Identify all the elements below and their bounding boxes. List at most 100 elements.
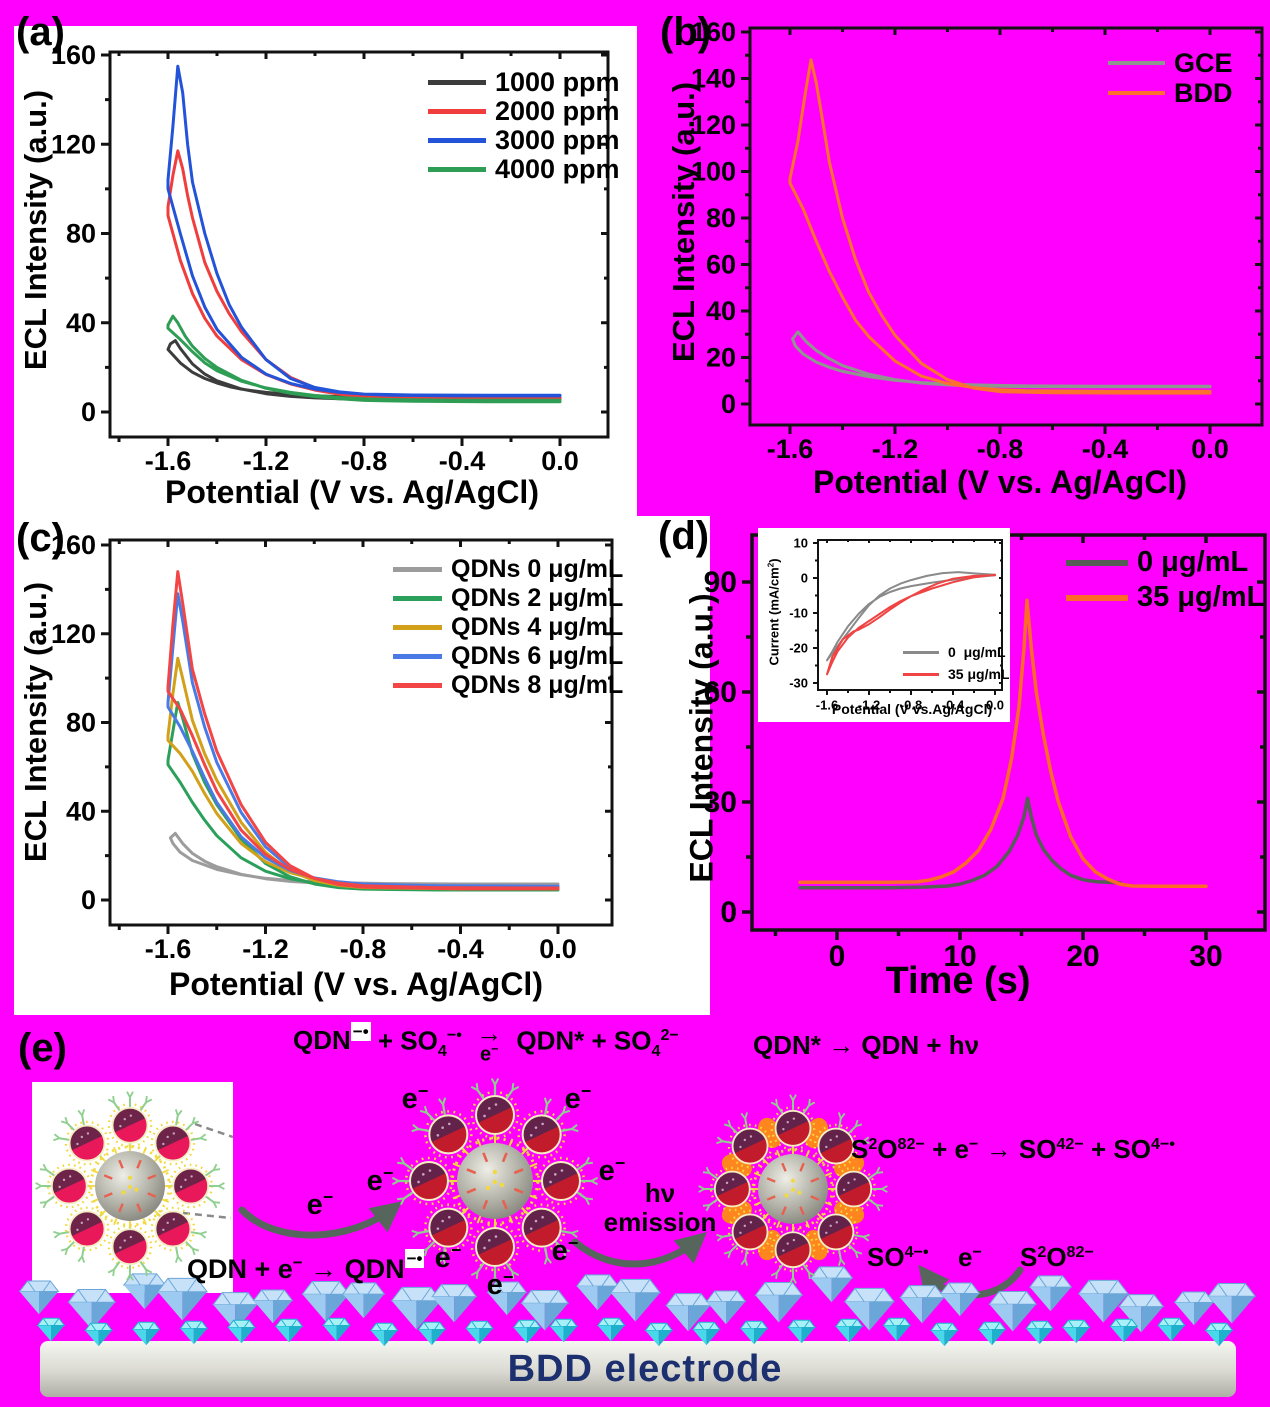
tick-label: -0.4 xyxy=(437,934,484,964)
legend-swatch xyxy=(1066,594,1128,601)
radical-anion-badge: −• xyxy=(404,1249,425,1268)
diamond xyxy=(705,1290,747,1325)
plot-border xyxy=(748,26,1264,427)
legend-row: 0 μg/mL xyxy=(903,641,1009,663)
tick-label: 160 xyxy=(51,530,96,560)
panel-b-ylabel: ECL Intensity (a.u.) xyxy=(666,81,701,363)
diamond xyxy=(882,1317,912,1342)
diamond xyxy=(226,1319,256,1344)
tick-label: 0 xyxy=(720,896,737,929)
panel-e-label: (e) xyxy=(18,1026,67,1070)
tick-label: -0.8 xyxy=(900,698,922,713)
tick-label: -1.6 xyxy=(767,434,814,464)
tick-label: -1.6 xyxy=(816,698,838,713)
reaction-qdn-so4: QDN −• + SO4−• → e− QDN* + SO42− xyxy=(293,1018,679,1068)
legend-row: 1000 ppm xyxy=(428,68,620,97)
electron-label: e− xyxy=(486,1267,514,1301)
panel-d-inset-plot: -1.6 -1.2 -0.8 -0.4 0.0 10 0 -10 -20 -30 xyxy=(789,535,1004,713)
tick-label: 60 xyxy=(706,250,736,280)
diamond xyxy=(739,1320,769,1345)
legend-label: 4000 ppm xyxy=(495,154,620,184)
mechanism-scene xyxy=(18,1077,1257,1397)
series-line xyxy=(791,330,1212,389)
series-line xyxy=(166,314,562,404)
panel-a-ylabel: ECL Intensity (a.u.) xyxy=(18,89,53,371)
tick-label: 0 xyxy=(829,940,846,973)
panel-a-legend: 1000 ppm 2000 ppm 3000 ppm 4000 ppm xyxy=(428,68,620,184)
diamond xyxy=(512,1319,542,1344)
tick-label: -30 xyxy=(789,675,808,690)
tick-label: -1.6 xyxy=(145,934,192,964)
panel-d-legend: 0 μg/mL 35 μg/mL xyxy=(1066,545,1264,615)
emission-text: emission xyxy=(603,1207,717,1238)
panel-a-label: (a) xyxy=(16,10,65,54)
panel-a-plot: -1.6 -1.2 -0.8 -0.4 0.0 0 40 80 120 160 xyxy=(51,40,610,476)
inset-legend: 0 μg/mL 35 μg/mL xyxy=(903,641,1009,685)
tick-label: 10 xyxy=(794,535,808,550)
diamond xyxy=(212,1292,259,1331)
tick-label: -20 xyxy=(789,640,808,655)
diamond xyxy=(156,1277,209,1321)
panel-c-legend: QDNs 0 μg/mL QDNs 2 μg/mL QDNs 4 μg/mL QDNs… xyxy=(393,555,623,700)
diamond xyxy=(18,1280,60,1315)
tick-label: -1.6 xyxy=(145,446,192,476)
zoom-dashed-line xyxy=(194,1122,234,1139)
tick-label: -0.4 xyxy=(1082,434,1129,464)
hv-emission-label: hν emission xyxy=(603,1178,717,1238)
series-line xyxy=(166,656,560,891)
inset-xlabel: Potential (V vs.Ag/AgCl) xyxy=(831,701,993,717)
electron-label: e− xyxy=(366,1163,394,1197)
hv-text: hν xyxy=(644,1178,676,1208)
diamond xyxy=(834,1318,864,1343)
diamond xyxy=(464,1320,494,1345)
diamond xyxy=(390,1286,443,1330)
panel-a-background xyxy=(14,26,637,516)
tick-label: 0.0 xyxy=(986,698,1004,713)
tick-label: 140 xyxy=(691,64,736,94)
panel-c-label: (c) xyxy=(16,516,65,560)
legend-row: QDNs 8 μg/mL xyxy=(393,671,623,700)
tick-label: 0 xyxy=(81,885,96,915)
diamond xyxy=(1077,1279,1130,1323)
tick-label: 40 xyxy=(66,308,96,338)
diamond xyxy=(1061,1319,1091,1344)
tick-label: 0.0 xyxy=(539,934,577,964)
diamond xyxy=(1156,1317,1186,1342)
series-line xyxy=(826,571,996,662)
diamond xyxy=(274,1318,304,1343)
legend-label: 0 μg/mL xyxy=(1137,546,1249,578)
electron-label: e− xyxy=(306,1187,334,1221)
series-line xyxy=(788,58,1212,395)
tick-label: 160 xyxy=(51,40,96,70)
legend-swatch xyxy=(428,167,486,172)
legend-swatch xyxy=(393,596,442,601)
plot-border xyxy=(108,538,614,927)
tick-label: -0.4 xyxy=(942,698,965,713)
tick-label: 60 xyxy=(704,676,737,709)
series-line xyxy=(166,339,562,401)
legend-swatch xyxy=(428,138,486,143)
legend-swatch xyxy=(1066,559,1128,566)
tick-label: 30 xyxy=(704,786,737,819)
tick-label: -0.8 xyxy=(341,446,388,476)
tick-label: 0 xyxy=(721,389,736,419)
reaction-emission: QDN* → QDN + hν xyxy=(753,1030,980,1060)
tick-label: -1.2 xyxy=(243,446,290,476)
panel-c-xlabel: Potential (V vs. Ag/AgCl) xyxy=(169,966,543,1002)
tick-label: -0.8 xyxy=(977,434,1024,464)
diamond xyxy=(939,1282,981,1317)
diamond xyxy=(36,1317,66,1342)
legend-row: GCE xyxy=(1108,48,1233,78)
reaction-arrow: → xyxy=(476,1018,503,1048)
panel-b-legend: GCE BDD xyxy=(1108,48,1233,108)
tick-label: -1.2 xyxy=(872,434,919,464)
legend-label: 2000 ppm xyxy=(495,96,620,126)
legend-row: QDNs 6 μg/mL xyxy=(393,642,623,671)
tick-label: 40 xyxy=(66,796,96,826)
tick-label: -0.8 xyxy=(340,934,387,964)
panel-c-ylabel: ECL Intensity (a.u.) xyxy=(18,581,53,863)
diamond xyxy=(899,1285,946,1324)
diamond xyxy=(754,1282,804,1323)
reaction1-pre: QDN xyxy=(293,1025,351,1055)
